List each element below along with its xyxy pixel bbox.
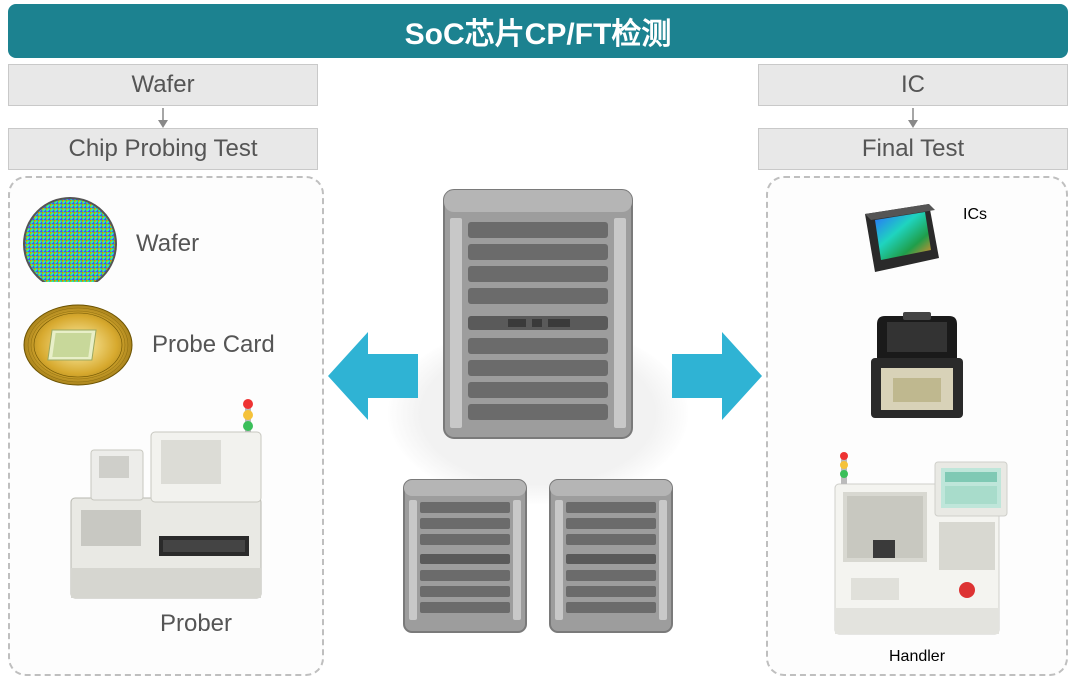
wafer-label: Wafer	[136, 230, 199, 258]
server-small-icon	[400, 476, 530, 636]
ics-item: ICs	[847, 196, 987, 284]
arrow-right-icon	[672, 326, 762, 426]
arrow-down-icon	[758, 108, 1068, 128]
ics-label: ICs	[963, 206, 987, 224]
right-chain-bottom: Final Test	[758, 128, 1068, 170]
probe-card-icon	[22, 302, 134, 388]
handler-item: Handler	[817, 448, 1017, 666]
server-big-icon	[438, 184, 638, 444]
prober-item: Prober	[22, 398, 310, 638]
arrow-left-icon	[328, 326, 418, 426]
center-server-group	[360, 176, 716, 676]
sub-header-row-2: Chip Probing Test Final Test	[8, 128, 1068, 170]
handler-icon	[817, 448, 1017, 648]
right-chain-top: IC	[758, 64, 1068, 106]
left-panel: Wafer Probe Card	[8, 176, 324, 676]
ic-chip-icon	[847, 196, 947, 284]
page-title: SoC芯片CP/FT检测	[8, 4, 1068, 58]
right-panel: ICs	[766, 176, 1068, 676]
socket-item	[857, 308, 977, 424]
sub-header-row-1: Wafer IC	[8, 64, 1068, 106]
probe-card-item: Probe Card	[22, 302, 310, 388]
arrow-down-icon	[8, 108, 318, 128]
handler-label: Handler	[889, 648, 945, 666]
wafer-item: Wafer	[22, 196, 310, 292]
prober-icon	[51, 398, 281, 608]
left-chain-top: Wafer	[8, 64, 318, 106]
probe-card-label: Probe Card	[152, 331, 275, 359]
small-arrow-row	[8, 106, 1068, 128]
socket-icon	[857, 308, 977, 424]
prober-label: Prober	[160, 610, 232, 638]
wafer-icon	[22, 196, 118, 292]
server-small-icon	[546, 476, 676, 636]
main-diagram-area: Wafer Probe Card	[0, 176, 1076, 686]
left-chain-bottom: Chip Probing Test	[8, 128, 318, 170]
